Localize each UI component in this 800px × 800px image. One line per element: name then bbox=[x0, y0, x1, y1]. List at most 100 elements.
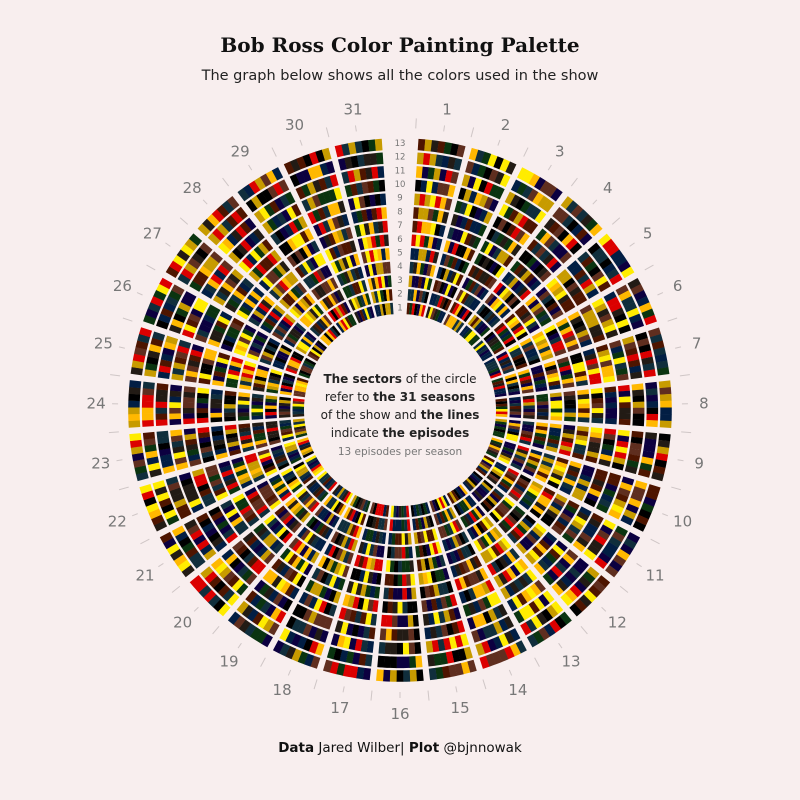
color-stripe bbox=[145, 362, 158, 372]
color-stripe bbox=[476, 164, 487, 178]
color-stripe bbox=[244, 235, 257, 249]
color-stripe bbox=[482, 611, 493, 624]
color-stripe bbox=[546, 442, 559, 449]
color-stripe bbox=[357, 497, 364, 510]
color-stripe bbox=[151, 514, 165, 526]
color-stripe bbox=[333, 532, 343, 545]
color-stripe bbox=[604, 428, 617, 436]
episode-cell bbox=[349, 494, 371, 513]
color-stripe bbox=[285, 475, 298, 485]
color-stripe bbox=[434, 294, 441, 307]
color-stripe bbox=[501, 553, 513, 566]
episode-cell bbox=[486, 461, 508, 485]
color-stripe bbox=[506, 598, 518, 612]
color-stripe bbox=[548, 505, 561, 516]
color-stripe bbox=[210, 412, 222, 418]
color-stripe bbox=[489, 492, 500, 504]
color-stripe bbox=[520, 269, 532, 282]
color-stripe bbox=[359, 611, 367, 625]
episode-cell bbox=[632, 484, 661, 532]
color-stripe bbox=[282, 598, 293, 612]
color-stripe bbox=[256, 368, 269, 375]
season-tick bbox=[671, 486, 682, 491]
color-stripe bbox=[314, 487, 325, 498]
color-stripe bbox=[535, 338, 548, 347]
episode-cell bbox=[292, 418, 308, 439]
color-stripe bbox=[535, 386, 548, 392]
color-stripe bbox=[591, 408, 604, 414]
episode-cell bbox=[598, 428, 617, 467]
color-stripe bbox=[579, 531, 592, 543]
color-stripe bbox=[478, 348, 490, 358]
color-stripe bbox=[376, 290, 382, 303]
color-stripe bbox=[436, 182, 445, 195]
color-stripe bbox=[608, 302, 622, 313]
episode-cell bbox=[427, 646, 473, 667]
color-stripe bbox=[595, 344, 609, 353]
color-stripe bbox=[254, 334, 267, 344]
color-stripe bbox=[378, 262, 384, 275]
color-stripe bbox=[317, 507, 327, 519]
color-stripe bbox=[246, 608, 259, 622]
season-label: 8 bbox=[699, 394, 709, 412]
color-stripe bbox=[525, 320, 538, 331]
episode-cell bbox=[383, 587, 417, 600]
color-stripe bbox=[473, 340, 484, 350]
color-stripe bbox=[488, 367, 500, 375]
color-stripe bbox=[293, 423, 306, 428]
color-stripe bbox=[201, 522, 215, 534]
color-stripe bbox=[252, 425, 265, 431]
color-stripe bbox=[183, 291, 197, 302]
episode-cell bbox=[608, 476, 635, 520]
season-tick bbox=[636, 563, 642, 568]
color-stripe bbox=[289, 173, 301, 188]
color-stripe bbox=[245, 456, 258, 464]
color-stripe bbox=[445, 538, 453, 551]
color-stripe bbox=[184, 262, 198, 275]
episode-cell bbox=[263, 514, 293, 544]
color-stripe bbox=[345, 285, 353, 298]
color-stripe bbox=[541, 555, 554, 568]
color-stripe bbox=[198, 377, 211, 385]
color-stripe bbox=[543, 623, 556, 637]
color-stripe bbox=[377, 221, 384, 234]
color-stripe bbox=[559, 326, 573, 336]
color-stripe bbox=[642, 362, 655, 372]
color-stripe bbox=[538, 249, 551, 262]
episode-cell bbox=[309, 314, 333, 337]
color-stripe bbox=[464, 496, 475, 508]
color-stripe bbox=[588, 372, 601, 380]
color-stripe bbox=[532, 630, 545, 644]
color-stripe bbox=[278, 411, 291, 415]
color-stripe bbox=[238, 423, 251, 429]
color-stripe bbox=[277, 350, 290, 359]
color-stripe bbox=[353, 168, 362, 182]
color-stripe bbox=[178, 508, 192, 520]
color-stripe bbox=[660, 407, 672, 415]
episode-cell bbox=[331, 484, 354, 504]
episode-cell bbox=[531, 331, 554, 361]
color-stripe bbox=[654, 459, 667, 469]
color-stripe bbox=[431, 528, 439, 541]
color-stripe bbox=[370, 613, 378, 626]
color-stripe bbox=[235, 468, 248, 477]
color-stripe bbox=[188, 354, 202, 363]
episode-cell bbox=[471, 479, 494, 503]
color-stripe bbox=[309, 308, 320, 319]
color-stripe bbox=[225, 382, 238, 389]
color-stripe bbox=[513, 561, 525, 574]
season-tick bbox=[455, 686, 458, 693]
color-stripe bbox=[239, 221, 252, 235]
color-stripe bbox=[425, 250, 432, 263]
color-stripe bbox=[478, 306, 489, 317]
color-stripe bbox=[490, 340, 502, 350]
color-stripe bbox=[354, 311, 362, 324]
color-stripe bbox=[599, 359, 613, 368]
color-stripe bbox=[621, 476, 635, 486]
color-stripe bbox=[507, 344, 520, 353]
color-stripe bbox=[584, 353, 597, 362]
color-stripe bbox=[261, 239, 274, 252]
color-stripe bbox=[280, 467, 293, 477]
plot-author: @bjnnowak bbox=[443, 740, 522, 756]
color-stripe bbox=[210, 398, 223, 404]
